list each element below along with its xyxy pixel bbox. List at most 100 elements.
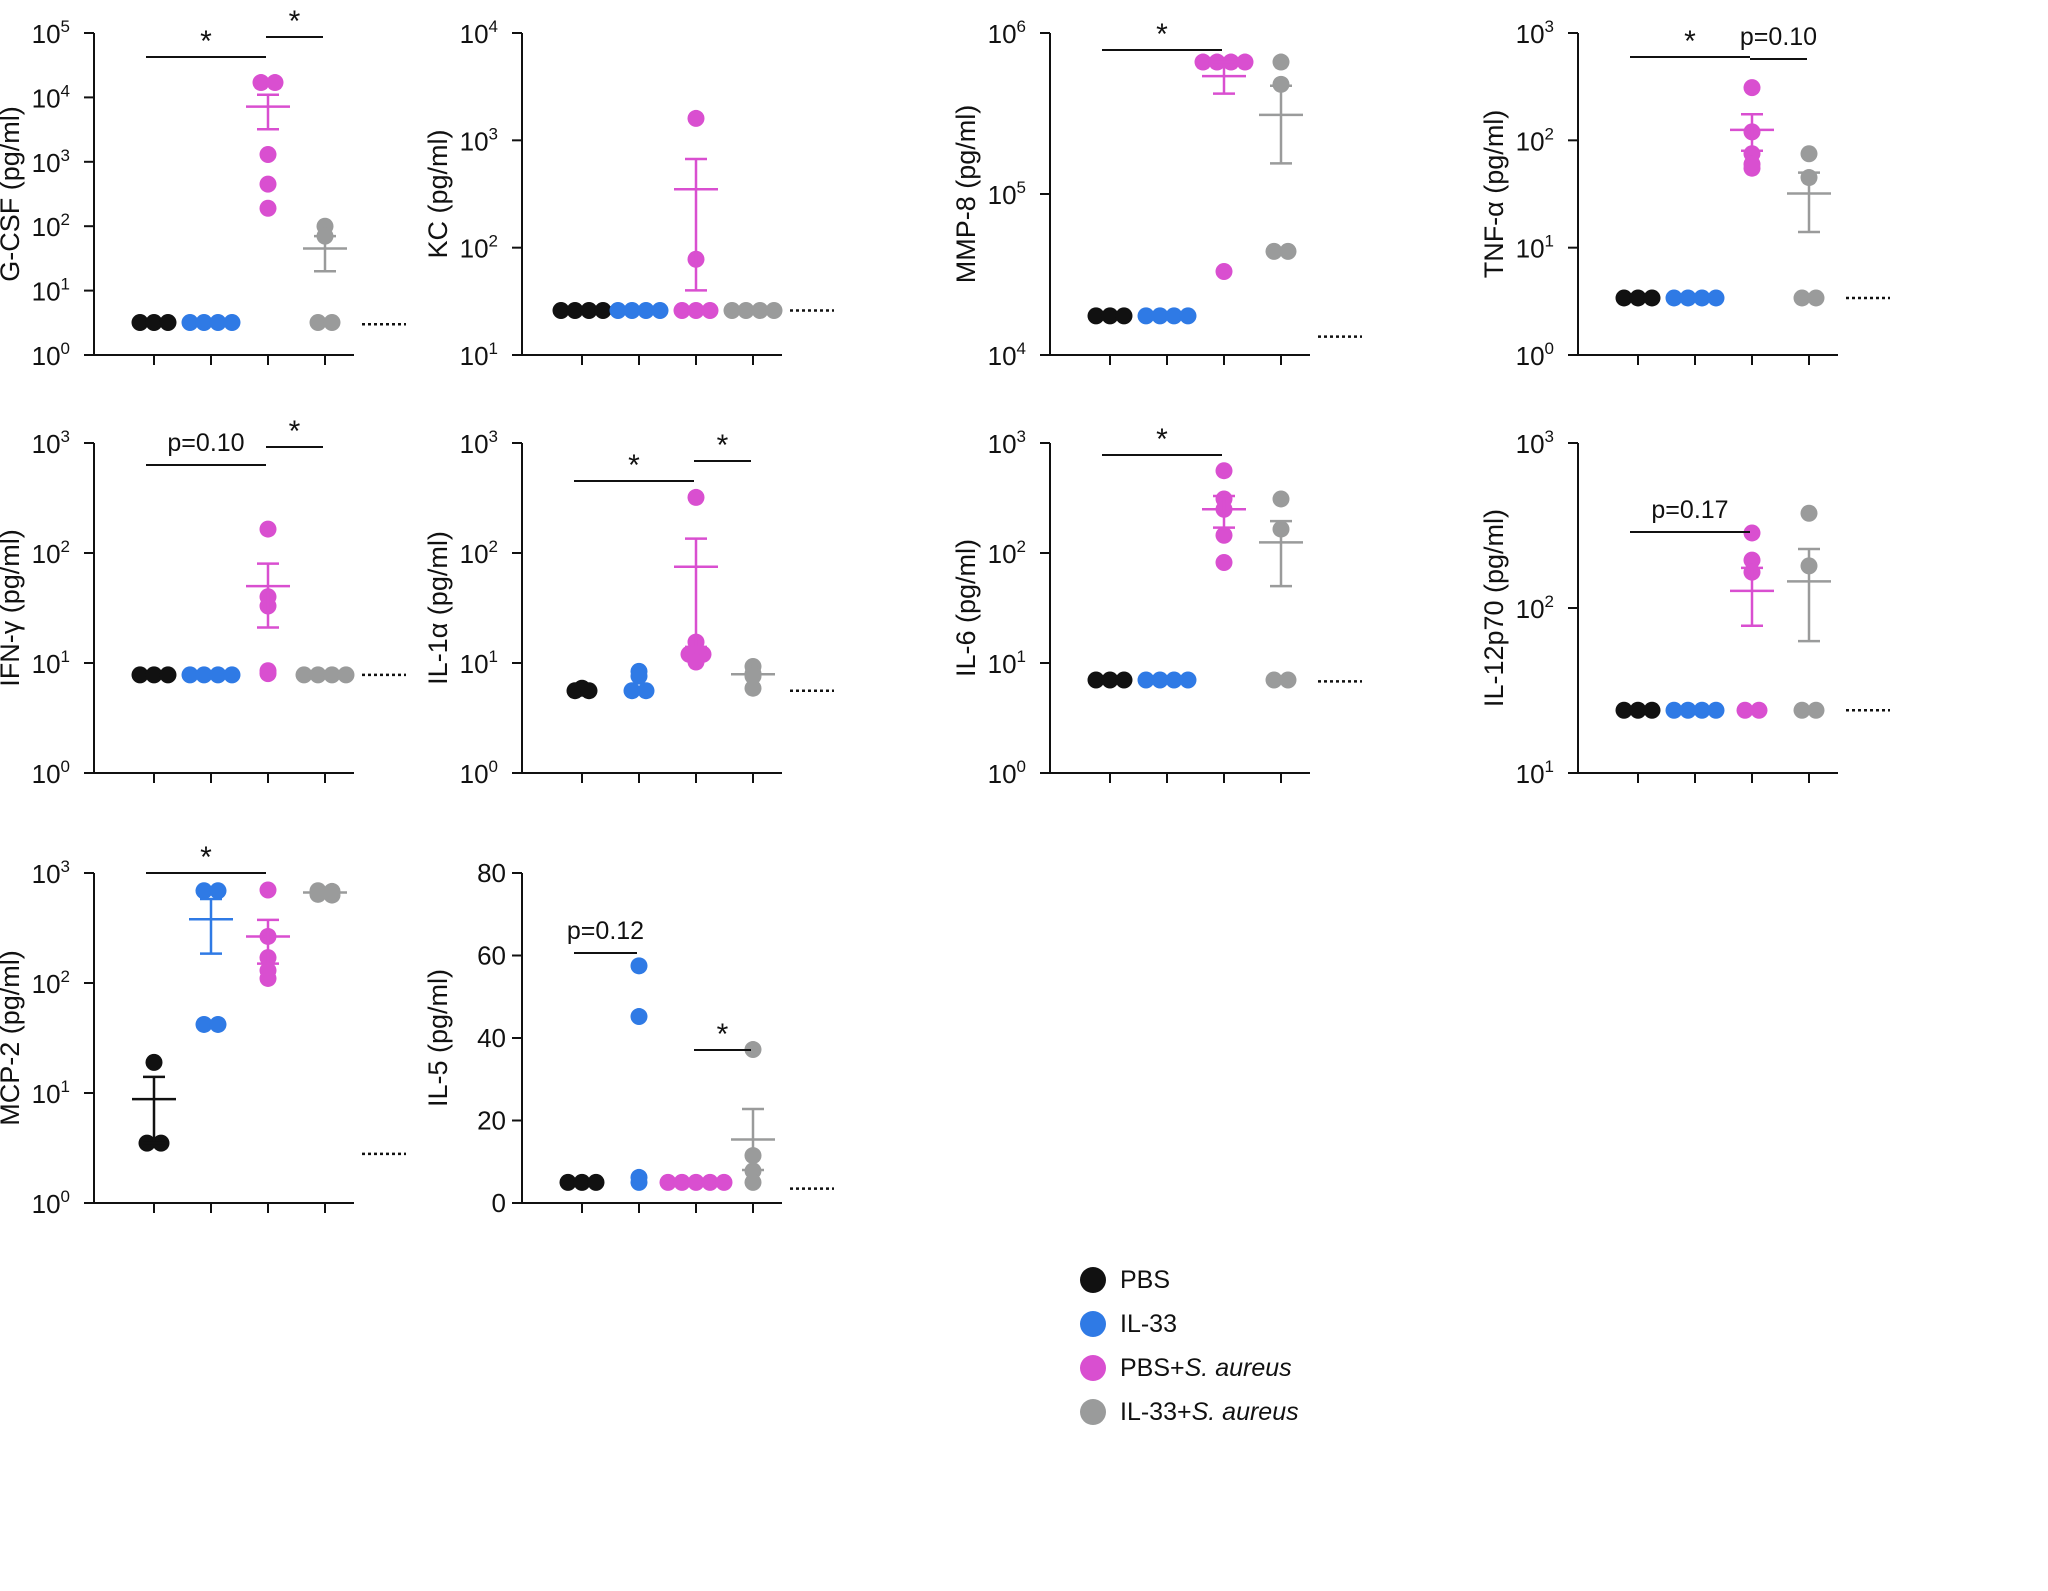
panel-10-point-il33-4 xyxy=(630,1173,648,1191)
panel-8-y-tick-label-0: 101 xyxy=(1516,757,1554,789)
panel-1-sig-label-2: * xyxy=(289,5,301,38)
panel-6-y-tick-label-0: 100 xyxy=(460,757,498,789)
panel-9-y-tick-label-3: 103 xyxy=(32,857,70,889)
panel-4-point-pbs-3 xyxy=(1643,289,1661,307)
panel-10-y-tick-label-3: 60 xyxy=(477,941,506,971)
panel-10-sig-label-1: p=0.12 xyxy=(567,917,644,945)
panel-3-point-pbs-3 xyxy=(1115,307,1133,325)
panel-10-point-pbs-1 xyxy=(559,1173,577,1191)
panel-1-point-il33-4 xyxy=(223,313,241,331)
panel-6-point-il33-saureus-4 xyxy=(744,679,762,697)
panel-5-point-pbs-saureus-5 xyxy=(259,665,277,683)
panel-1-point-pbs-3 xyxy=(159,313,177,331)
panel-1-point-il33-1 xyxy=(181,313,199,331)
panel-1-y-tick-label-2: 102 xyxy=(32,210,70,242)
panel-9-y-label: MCP-2 (pg/ml) xyxy=(0,950,25,1126)
panel-3-point-pbs-1 xyxy=(1087,307,1105,325)
panel-7-y-label: IL-6 (pg/ml) xyxy=(951,539,981,677)
panel-5-point-il33-saureus-4 xyxy=(337,666,355,684)
panel-3-point-il33-saureus-2 xyxy=(1272,75,1290,93)
panel-4-sig-label-2: p=0.10 xyxy=(1740,23,1817,51)
panel-2-point-il33-saureus-4 xyxy=(765,301,783,319)
panel-6-point-il33-2 xyxy=(630,667,648,685)
panel-1-point-il33-saureus-3 xyxy=(309,313,327,331)
panel-9-point-il33-saureus-4 xyxy=(323,886,341,904)
panel-4-point-il33-4 xyxy=(1707,289,1725,307)
legend-dot-pbs-saureus xyxy=(1080,1355,1106,1381)
panel-9-point-il33-2 xyxy=(209,882,227,900)
panel-7-point-pbs-saureus-5 xyxy=(1215,553,1233,571)
panel-3-point-pbs-2 xyxy=(1101,307,1119,325)
panel-7-point-il33-4 xyxy=(1179,671,1197,689)
panel-3-point-pbs-saureus-5 xyxy=(1215,263,1233,281)
legend-dot-il33-saureus xyxy=(1080,1399,1106,1425)
panel-7-sig-label-1: * xyxy=(1156,423,1168,456)
panel-5-sig-label-1: p=0.10 xyxy=(167,429,244,457)
panel-1-y-tick-label-4: 104 xyxy=(32,81,70,113)
panel-8-point-pbs-2 xyxy=(1629,701,1647,719)
panel-8-y-tick-label-1: 102 xyxy=(1516,592,1554,624)
panel-6-y-tick-label-2: 102 xyxy=(460,537,498,569)
panel-8-point-pbs-saureus-2 xyxy=(1743,551,1761,569)
panel-10-point-il33-saureus-1 xyxy=(744,1041,762,1059)
panel-9-point-pbs-1 xyxy=(145,1053,163,1071)
panel-8-point-pbs-saureus-5 xyxy=(1750,701,1768,719)
panel-6-point-il33-4 xyxy=(637,682,655,700)
panel-3-y-tick-label-1: 105 xyxy=(988,178,1026,210)
panel-4-point-pbs-saureus-5 xyxy=(1743,159,1761,177)
panel-10-point-pbs-saureus-2 xyxy=(673,1173,691,1191)
legend-label-pbs-saureus: PBS+S. aureus xyxy=(1120,1353,1292,1382)
panel-7-y-tick-label-2: 102 xyxy=(988,537,1026,569)
panel-3-point-il33-4 xyxy=(1179,307,1197,325)
panel-10-y-tick-label-1: 20 xyxy=(477,1106,506,1136)
panel-5-point-pbs-3 xyxy=(159,666,177,684)
panel-1-point-pbs-saureus-5 xyxy=(259,199,277,217)
panel-9-point-pbs-saureus-1 xyxy=(259,881,277,899)
panel-8-point-il33-4 xyxy=(1707,701,1725,719)
panel-4-point-pbs-saureus-1 xyxy=(1743,79,1761,97)
panel-3-sig-label-1: * xyxy=(1156,18,1168,51)
panel-7-point-il33-saureus-4 xyxy=(1279,671,1297,689)
panel-1-point-pbs-2 xyxy=(145,313,163,331)
panel-2-point-il33-4 xyxy=(651,301,669,319)
panel-10-point-pbs-saureus-1 xyxy=(659,1173,677,1191)
panel-7-y-tick-label-1: 101 xyxy=(988,647,1026,679)
panel-3-point-il33-2 xyxy=(1151,307,1169,325)
panel-10-y-label: IL-5 (pg/ml) xyxy=(423,969,453,1107)
panel-8-point-il33-2 xyxy=(1679,701,1697,719)
panel-9-point-il33-saureus-3 xyxy=(309,885,327,903)
panel-3-point-il33-saureus-4 xyxy=(1279,242,1297,260)
panel-10-point-il33-1 xyxy=(630,957,648,975)
panel-6-y-tick-label-3: 103 xyxy=(460,427,498,459)
legend-item-pbs-saureus: PBS+S. aureus xyxy=(1080,1346,1299,1390)
panel-8-point-pbs-3 xyxy=(1643,701,1661,719)
panel-6-sig-label-1: * xyxy=(628,449,640,482)
panel-5-point-il33-1 xyxy=(181,666,199,684)
panel-4-point-il33-saureus-1 xyxy=(1800,145,1818,163)
panel-8-point-il33-saureus-3 xyxy=(1793,701,1811,719)
panel-5-point-pbs-2 xyxy=(145,666,163,684)
panel-10-point-pbs-saureus-5 xyxy=(715,1173,733,1191)
panel-3-point-il33-saureus-3 xyxy=(1265,242,1283,260)
panel-2-point-pbs-4 xyxy=(594,301,612,319)
panel-2-y-tick-label-2: 103 xyxy=(460,124,498,156)
panel-6-y-label: IL-1α (pg/ml) xyxy=(423,531,453,685)
panel-8-sig-label-1: p=0.17 xyxy=(1651,496,1728,524)
panel-5-y-label: IFN-γ (pg/ml) xyxy=(0,529,25,687)
panel-1-point-pbs-saureus-1 xyxy=(252,74,270,92)
panel-5-y-tick-label-2: 102 xyxy=(32,537,70,569)
panel-8-point-il33-3 xyxy=(1693,701,1711,719)
panel-1-point-pbs-1 xyxy=(131,313,149,331)
panel-2-y-tick-label-3: 104 xyxy=(460,17,498,49)
panel-4-point-il33-saureus-4 xyxy=(1807,289,1825,307)
panel-10-point-pbs-3 xyxy=(587,1173,605,1191)
panel-2-point-pbs-1 xyxy=(552,301,570,319)
panel-2-point-il33-saureus-1 xyxy=(723,301,741,319)
panel-9-point-il33-3 xyxy=(195,1015,213,1033)
panel-1-point-il33-2 xyxy=(195,313,213,331)
panel-5-point-il33-saureus-3 xyxy=(323,666,341,684)
panel-5-sig-label-2: * xyxy=(289,415,301,448)
panel-4-point-il33-saureus-3 xyxy=(1793,289,1811,307)
panel-1-y-tick-label-3: 103 xyxy=(32,146,70,178)
